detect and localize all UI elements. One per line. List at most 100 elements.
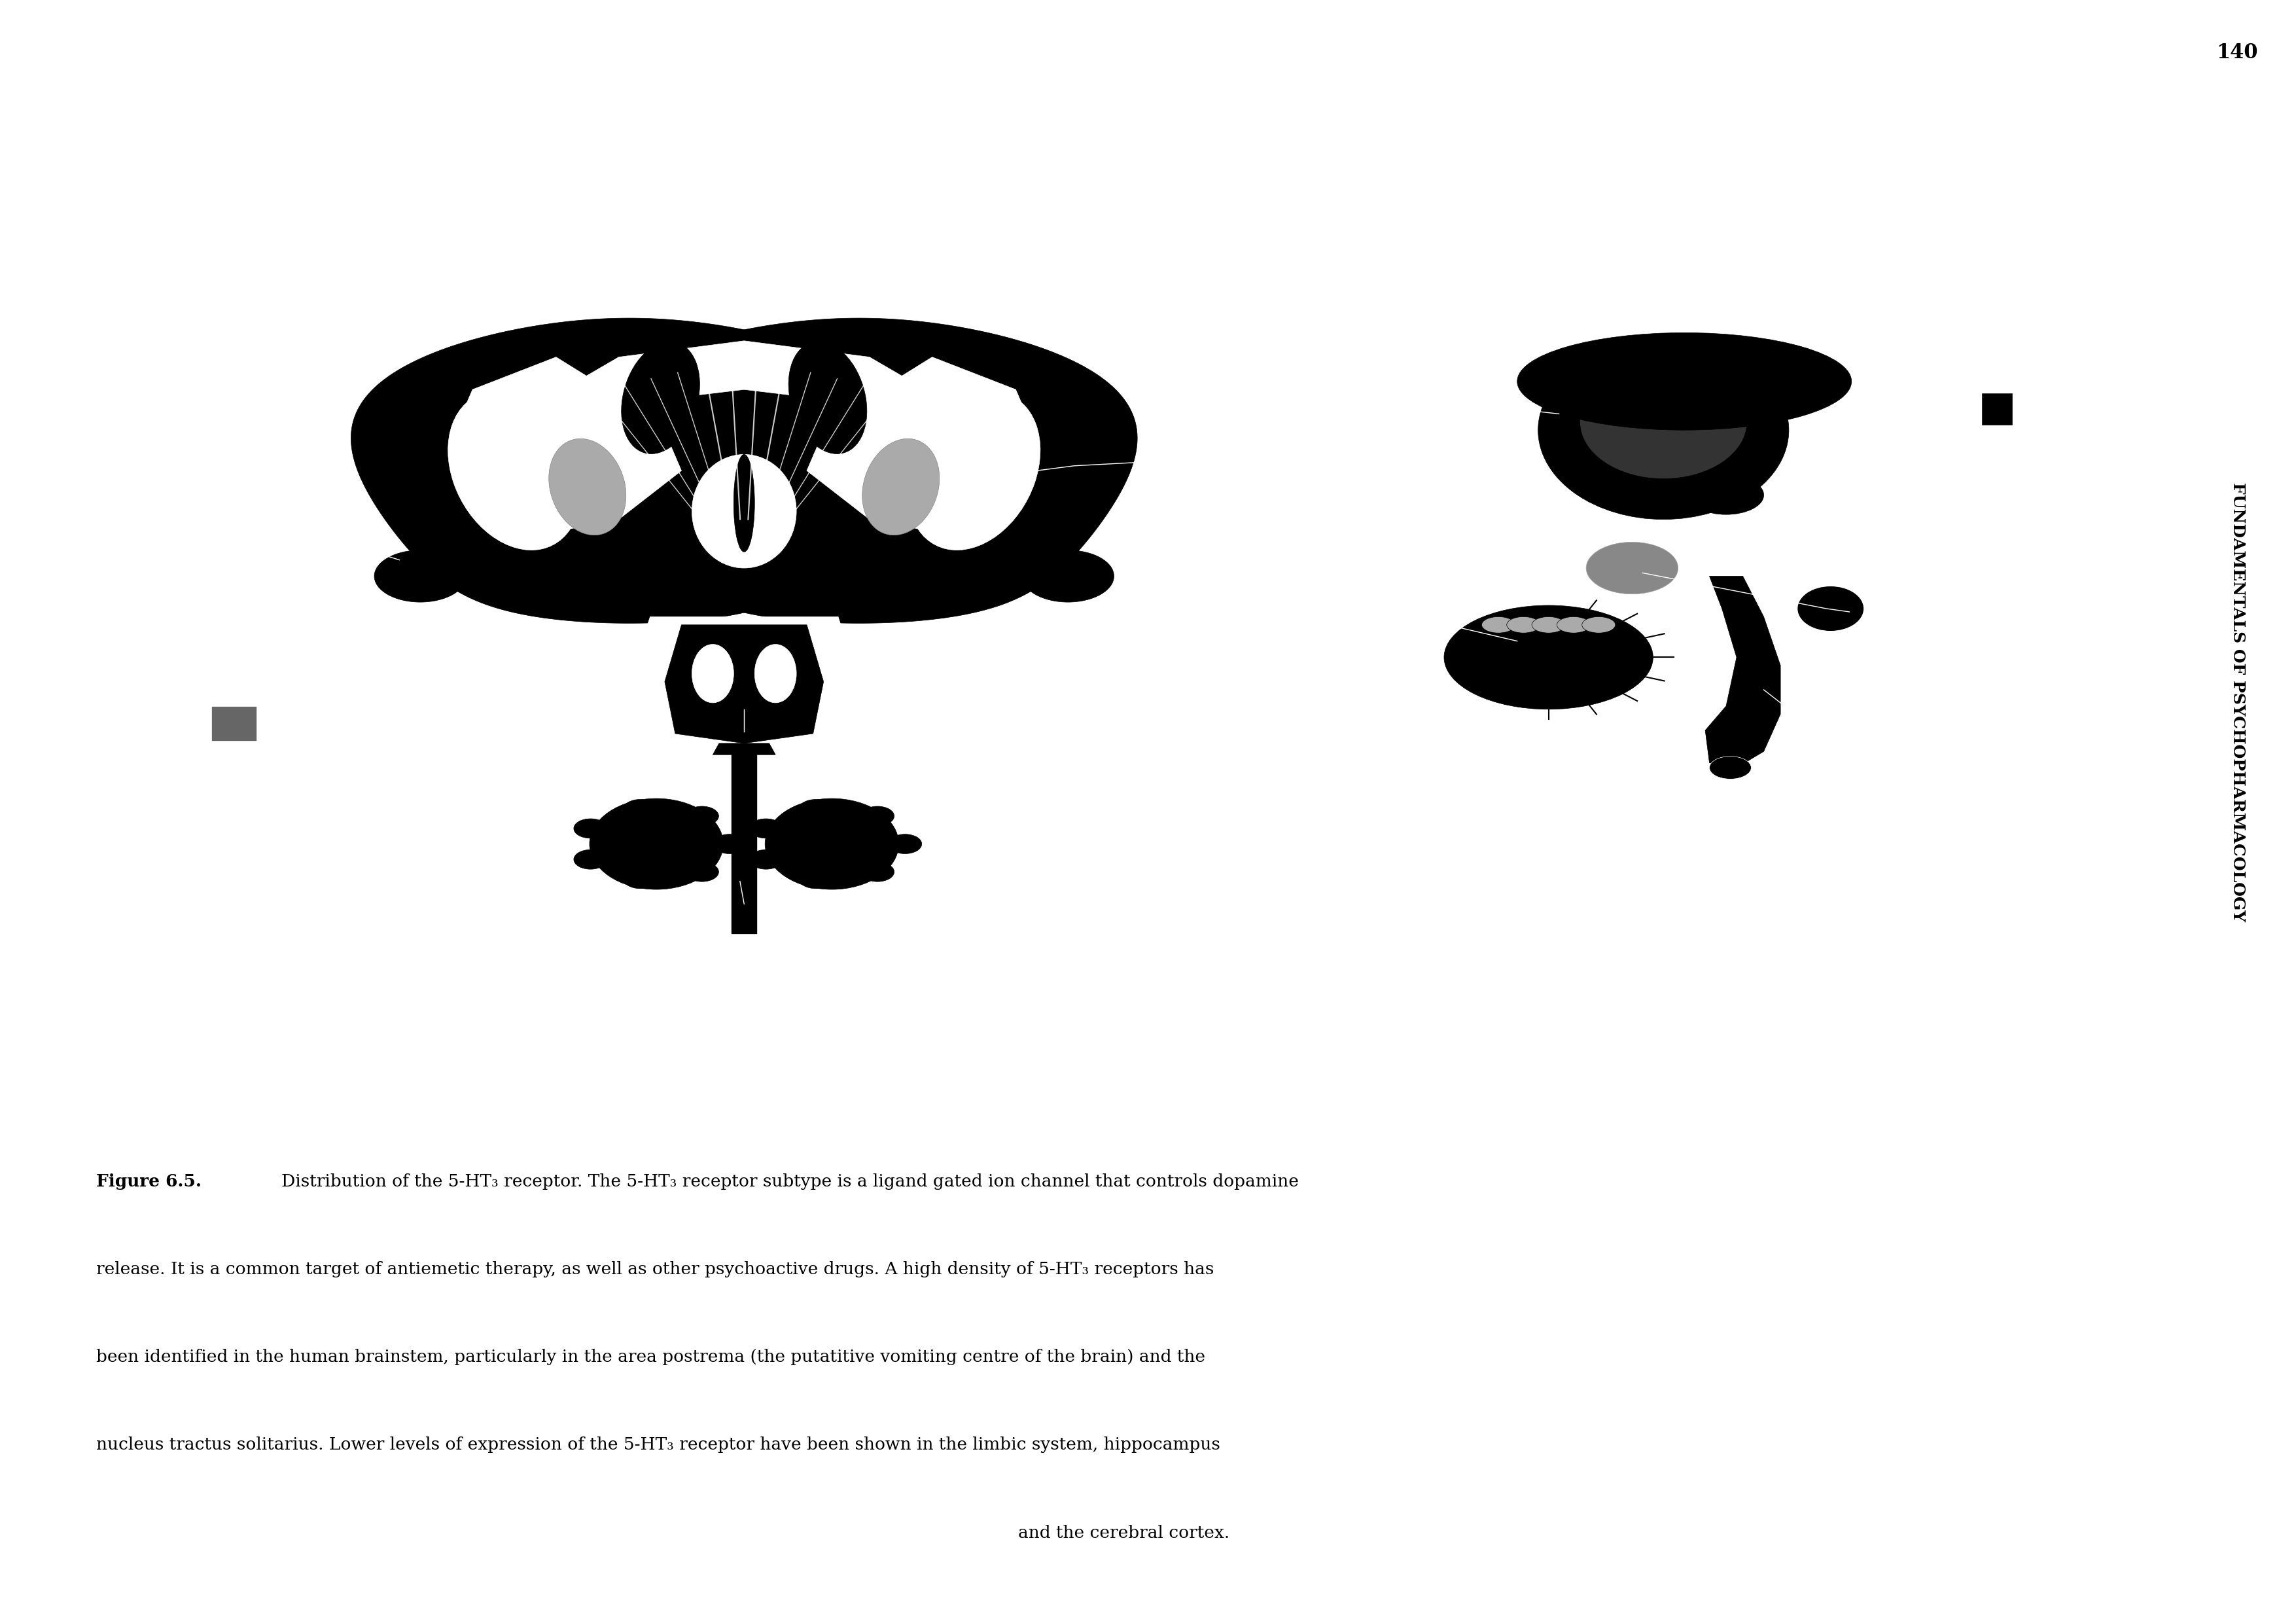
Ellipse shape [1476,333,1894,592]
Ellipse shape [748,818,783,837]
Ellipse shape [691,454,797,568]
Text: pituitary gland: pituitary gland [1890,540,1995,553]
Ellipse shape [684,862,719,881]
Ellipse shape [549,438,627,536]
Text: area postrema: area postrema [271,648,363,661]
Polygon shape [1343,291,2041,672]
Text: mid sagittal section: mid sagittal section [1593,65,1754,81]
Ellipse shape [1798,586,1864,631]
Bar [732,755,758,933]
Ellipse shape [590,799,723,889]
Ellipse shape [755,644,797,703]
Text: been identified in the human brainstem, particularly in the area postrema (the p: been identified in the human brainstem, … [96,1349,1205,1365]
Text: midbrain: midbrain [1809,703,1876,716]
Text: HIGH 5-HT3: HIGH 5-HT3 [271,615,358,628]
Ellipse shape [1711,756,1752,779]
Polygon shape [1694,568,1805,803]
Text: hippocampus: hippocampus [271,771,356,784]
Ellipse shape [1531,617,1566,633]
Ellipse shape [1481,617,1515,633]
Ellipse shape [1538,341,1789,519]
Text: pre-frontal cortex: pre-frontal cortex [1848,204,1977,217]
Ellipse shape [765,799,898,889]
Text: medulla oblongata: medulla oblongata [675,914,813,927]
Text: area postrema: area postrema [1235,735,1341,748]
Ellipse shape [1688,476,1763,514]
Text: hypothalamus: hypothalamus [1283,261,1387,274]
Ellipse shape [1518,333,1851,430]
Text: LOW 5-HT3: LOW 5-HT3 [271,716,356,729]
Ellipse shape [861,862,893,881]
Text: coronal section: coronal section [682,65,806,81]
Polygon shape [253,211,1244,818]
Text: globus pallidus: globus pallidus [232,359,342,372]
Text: thalamus: thalamus [1224,375,1293,388]
Ellipse shape [374,550,466,602]
Text: amygdala: amygdala [232,529,305,542]
Polygon shape [581,318,1137,623]
Text: cerebral cortex: cerebral cortex [1283,188,1394,201]
Polygon shape [666,625,824,743]
Ellipse shape [861,807,893,826]
Polygon shape [732,768,948,911]
Ellipse shape [735,454,755,552]
Ellipse shape [1506,617,1541,633]
Ellipse shape [622,341,700,454]
Ellipse shape [799,800,833,820]
Ellipse shape [684,807,719,826]
Polygon shape [629,617,859,755]
Text: putamen: putamen [347,310,413,323]
Ellipse shape [691,644,735,703]
Text: cerebellum: cerebellum [1283,602,1364,615]
Polygon shape [1382,571,1711,734]
Polygon shape [806,357,1038,536]
Polygon shape [682,743,806,755]
Ellipse shape [907,391,1040,550]
Text: cerebral cortex: cerebral cortex [271,797,367,810]
Polygon shape [1706,576,1779,768]
Polygon shape [576,341,912,406]
Text: ©CNSforum.com: ©CNSforum.com [1821,875,2007,894]
Text: Figure 6.5.: Figure 6.5. [96,1173,202,1190]
Text: tractus solitarius: tractus solitarius [682,745,806,758]
Ellipse shape [1582,617,1616,633]
Text: limbic system: limbic system [1851,605,1952,618]
Ellipse shape [1557,617,1591,633]
Text: white
matter: white matter [1137,164,1187,193]
Bar [1981,393,2011,425]
Polygon shape [556,768,774,911]
Ellipse shape [625,800,657,820]
Bar [211,706,257,742]
Polygon shape [351,318,907,623]
Ellipse shape [889,834,921,854]
Text: caudate nucleus: caudate nucleus [347,269,466,282]
Polygon shape [712,743,776,755]
Ellipse shape [748,850,783,870]
Ellipse shape [574,850,606,870]
Ellipse shape [625,868,657,888]
Text: hippocampus: hippocampus [1137,456,1235,469]
Ellipse shape [712,834,746,854]
Text: nucleus tractus solitarius. Lower levels of expression of the 5-HT₃ receptor hav: nucleus tractus solitarius. Lower levels… [96,1436,1221,1453]
Bar [211,605,257,641]
Text: limbic system: limbic system [271,745,358,758]
Text: and the cerebral cortex.: and the cerebral cortex. [1017,1524,1231,1540]
Ellipse shape [1444,605,1653,709]
Ellipse shape [799,868,833,888]
Ellipse shape [574,818,606,837]
Text: release. It is a common target of antiemetic therapy, as well as other psychoact: release. It is a common target of antiem… [96,1261,1215,1277]
Ellipse shape [1587,542,1678,594]
Polygon shape [1490,292,1878,377]
Ellipse shape [448,391,581,550]
Ellipse shape [863,438,939,536]
Ellipse shape [1433,336,1936,622]
Text: tractus solitarius: tractus solitarius [271,674,377,687]
Polygon shape [452,357,682,536]
Ellipse shape [1022,550,1114,602]
Polygon shape [1343,291,2041,672]
Text: Distribution of the 5-HT₃ receptor. The 5-HT₃ receptor subtype is a ligand gated: Distribution of the 5-HT₃ receptor. The … [264,1173,1300,1190]
Ellipse shape [1580,365,1747,479]
Text: 140: 140 [2216,42,2259,63]
Text: FUNDAMENTALS OF PSYCHOPHARMACOLOGY: FUNDAMENTALS OF PSYCHOPHARMACOLOGY [2229,482,2245,922]
Text: corpus
striatum: corpus striatum [145,302,204,331]
